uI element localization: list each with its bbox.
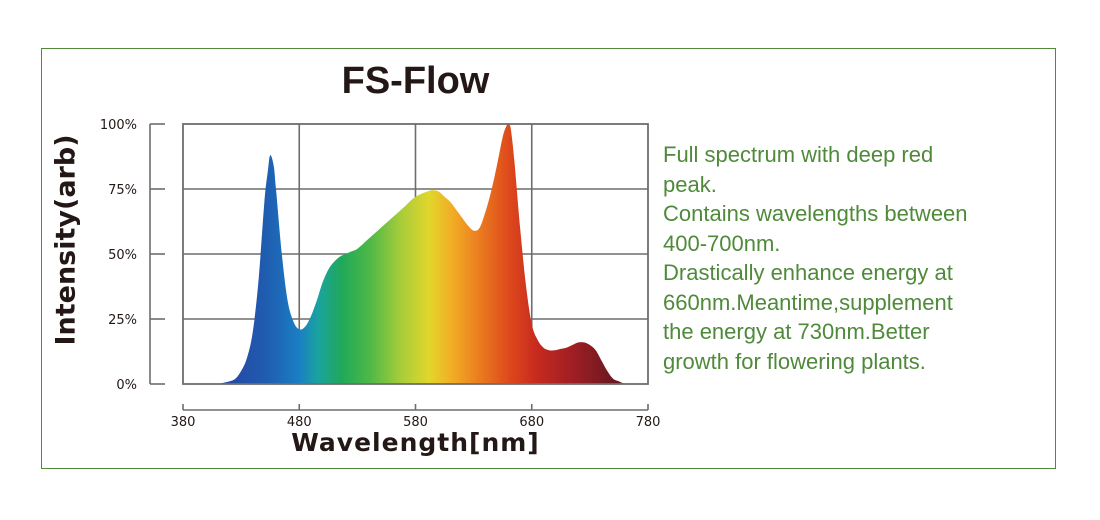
plot-frame-group xyxy=(149,123,649,411)
description-line: Contains wavelengths between xyxy=(663,201,968,226)
description-line: Drastically enhance energy at xyxy=(663,260,953,285)
y-tick-label: 0% xyxy=(116,378,137,393)
tick-labels: 380 480 580 680 780 0% 25% 50% 75% 100% xyxy=(100,118,661,430)
y-tick-label: 100% xyxy=(100,118,137,133)
x-tick-label: 380 xyxy=(171,415,196,430)
description-line: peak. xyxy=(663,171,717,197)
x-axis-label: Wavelength[nm] xyxy=(291,428,540,457)
plot-frame xyxy=(182,123,649,385)
content-frame xyxy=(41,48,1056,469)
spectrum-area xyxy=(217,123,625,384)
y-tick-label: 75% xyxy=(108,183,137,198)
x-tick-label: 580 xyxy=(403,415,428,430)
description-line: 400-700nm. xyxy=(663,230,781,256)
x-tick-label: 480 xyxy=(287,415,312,430)
description-line: Full spectrum with deep red xyxy=(663,142,934,167)
description-line: 660nm.Meantime,supplement xyxy=(663,289,953,315)
x-tick-label: 680 xyxy=(519,415,544,430)
y-tick-label: 25% xyxy=(108,313,137,328)
description-block: Full spectrum with deep red peak. Contai… xyxy=(663,140,1043,376)
description-line: growth for flowering plants. xyxy=(663,348,926,374)
description-line: the energy at 730nm.Better xyxy=(663,319,930,344)
chart-title: FS-Flow xyxy=(341,60,490,102)
x-tick-label: 780 xyxy=(636,415,661,430)
y-tick-label: 50% xyxy=(108,248,137,263)
spectrum-area-group xyxy=(217,123,625,384)
